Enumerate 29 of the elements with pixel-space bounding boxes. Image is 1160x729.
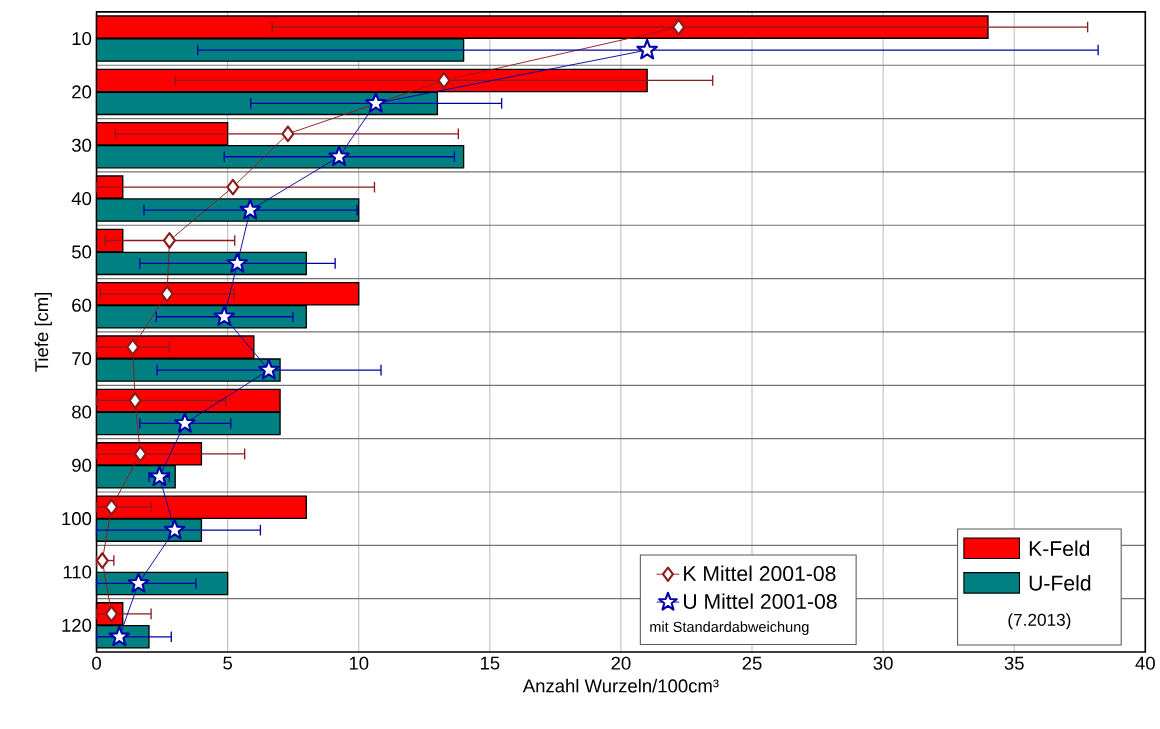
- y-tick-label: 60: [72, 298, 92, 312]
- legend-label: K-Feld: [1029, 540, 1090, 557]
- x-tick-label: 0: [92, 656, 101, 670]
- x-tick-label: 35: [1004, 656, 1024, 670]
- x-axis-title: Anzahl Wurzeln/100cm³: [522, 679, 719, 693]
- x-tick-label: 30: [873, 656, 893, 670]
- x-tick-label: 25: [742, 656, 762, 670]
- y-tick-label: 80: [72, 405, 92, 419]
- x-tick-label: 15: [480, 656, 500, 670]
- y-axis-title: Tiefe [cm]: [34, 293, 52, 372]
- x-tick-label: 40: [1135, 656, 1155, 670]
- y-tick-label: 30: [71, 138, 92, 152]
- x-tick-label: 10: [349, 656, 369, 670]
- y-tick-label: 10: [72, 32, 92, 46]
- y-tick-label: 100: [62, 512, 92, 526]
- y-tick-label: 120: [62, 618, 92, 633]
- y-tick-label: 20: [72, 85, 92, 99]
- y-tick-label: 110: [63, 565, 92, 579]
- legend-label: U Mittel 2001-08: [684, 593, 837, 610]
- y-tick-label: 90: [72, 458, 92, 473]
- x-tick-label: 20: [611, 656, 631, 670]
- legend-label: U-Feld: [1029, 575, 1091, 591]
- legend-label: K Mittel 2001-08: [684, 565, 836, 582]
- annotation: mit Standardabweichung: [650, 621, 809, 636]
- x-tick-label: 5: [223, 656, 233, 670]
- y-tick-label: 50: [72, 245, 92, 259]
- y-tick-label: 40: [71, 192, 92, 206]
- y-tick-label: 70: [72, 352, 92, 366]
- annotation: (7.2013): [1008, 613, 1071, 630]
